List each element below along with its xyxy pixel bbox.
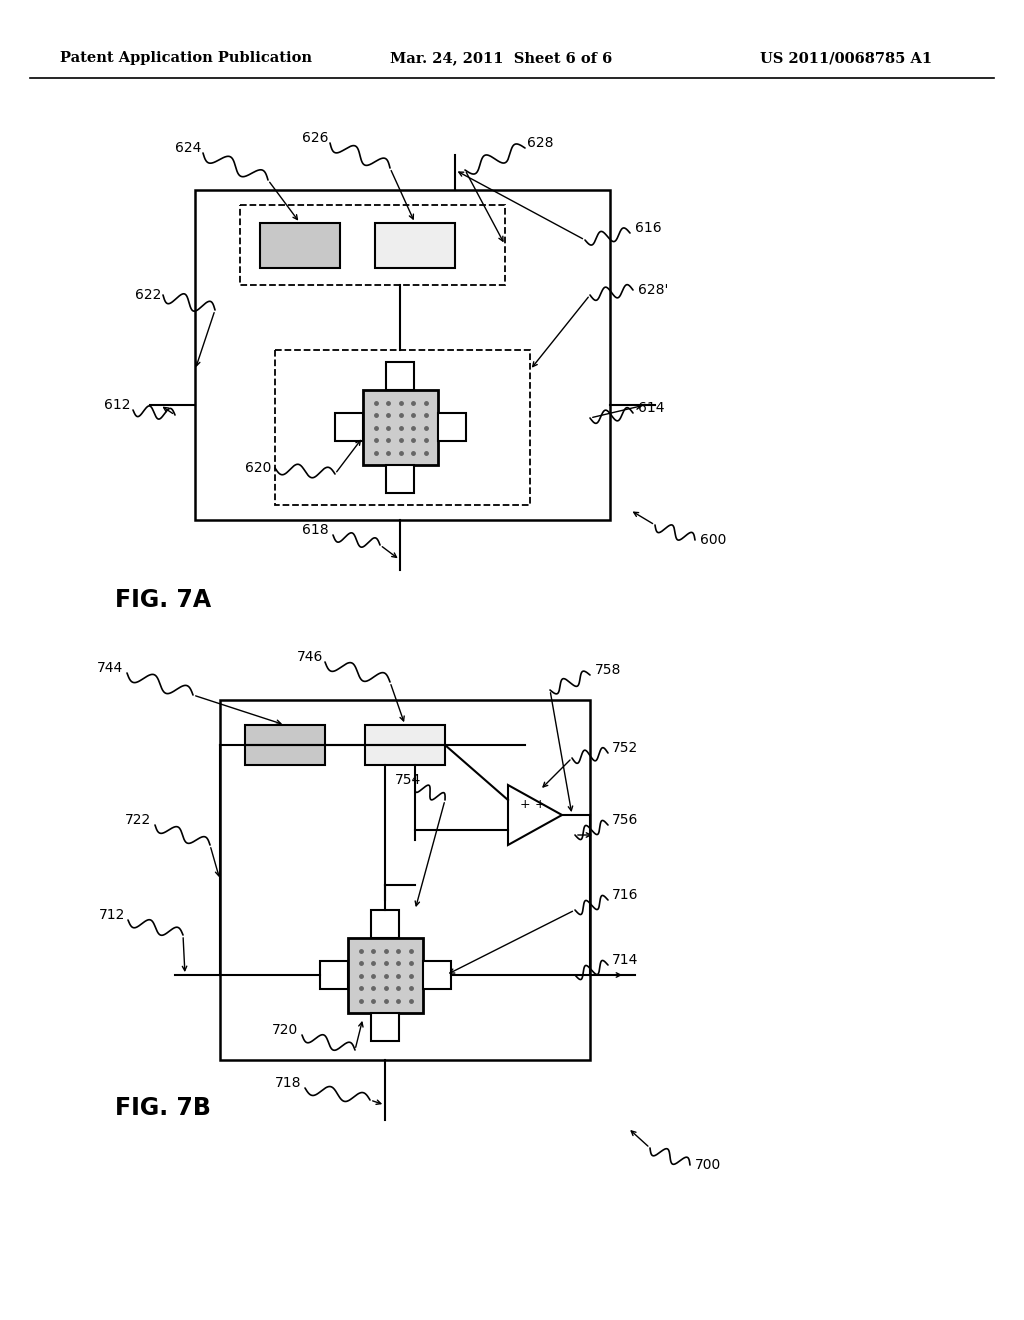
Text: 618: 618: [302, 523, 329, 537]
Text: FIG. 7A: FIG. 7A: [115, 587, 211, 612]
Text: 628: 628: [526, 136, 553, 150]
Bar: [240, 205, 505, 285]
Bar: [362, 389, 438, 465]
Bar: [335, 413, 362, 441]
Text: Patent Application Publication: Patent Application Publication: [60, 51, 312, 65]
Text: 714: 714: [612, 953, 638, 968]
Text: 628': 628': [638, 282, 669, 297]
Bar: [319, 961, 348, 989]
Bar: [245, 725, 325, 766]
Text: 624: 624: [175, 141, 201, 154]
Text: 620: 620: [245, 461, 271, 475]
Bar: [375, 223, 455, 268]
Text: 746: 746: [297, 649, 324, 664]
Bar: [386, 465, 414, 492]
Text: 716: 716: [612, 888, 639, 902]
Polygon shape: [508, 785, 562, 845]
Text: Mar. 24, 2011  Sheet 6 of 6: Mar. 24, 2011 Sheet 6 of 6: [390, 51, 612, 65]
Text: 622: 622: [135, 288, 161, 302]
Text: 600: 600: [700, 533, 726, 546]
Text: 722: 722: [125, 813, 152, 828]
Bar: [423, 961, 451, 989]
Text: 754: 754: [395, 774, 421, 787]
Bar: [371, 1012, 399, 1041]
Text: 612: 612: [103, 399, 130, 412]
Bar: [365, 725, 445, 766]
Bar: [275, 350, 530, 506]
Bar: [386, 362, 414, 389]
Text: 718: 718: [274, 1076, 301, 1090]
Bar: [220, 700, 590, 1060]
Text: 616: 616: [635, 220, 662, 235]
Bar: [348, 939, 423, 1012]
Text: 700: 700: [695, 1158, 721, 1172]
Text: FIG. 7B: FIG. 7B: [115, 1096, 211, 1119]
Bar: [371, 909, 399, 939]
Text: 756: 756: [612, 813, 638, 828]
Text: +: +: [535, 799, 546, 812]
Text: 744: 744: [97, 661, 123, 675]
Text: US 2011/0068785 A1: US 2011/0068785 A1: [760, 51, 932, 65]
Bar: [260, 223, 340, 268]
Bar: [195, 190, 610, 520]
Text: 712: 712: [98, 908, 125, 921]
Text: +: +: [520, 799, 530, 812]
Text: 614: 614: [638, 401, 665, 414]
Text: 752: 752: [612, 741, 638, 755]
Text: 720: 720: [272, 1023, 298, 1038]
Text: 758: 758: [595, 663, 622, 677]
Text: 626: 626: [302, 131, 329, 145]
Bar: [438, 413, 466, 441]
